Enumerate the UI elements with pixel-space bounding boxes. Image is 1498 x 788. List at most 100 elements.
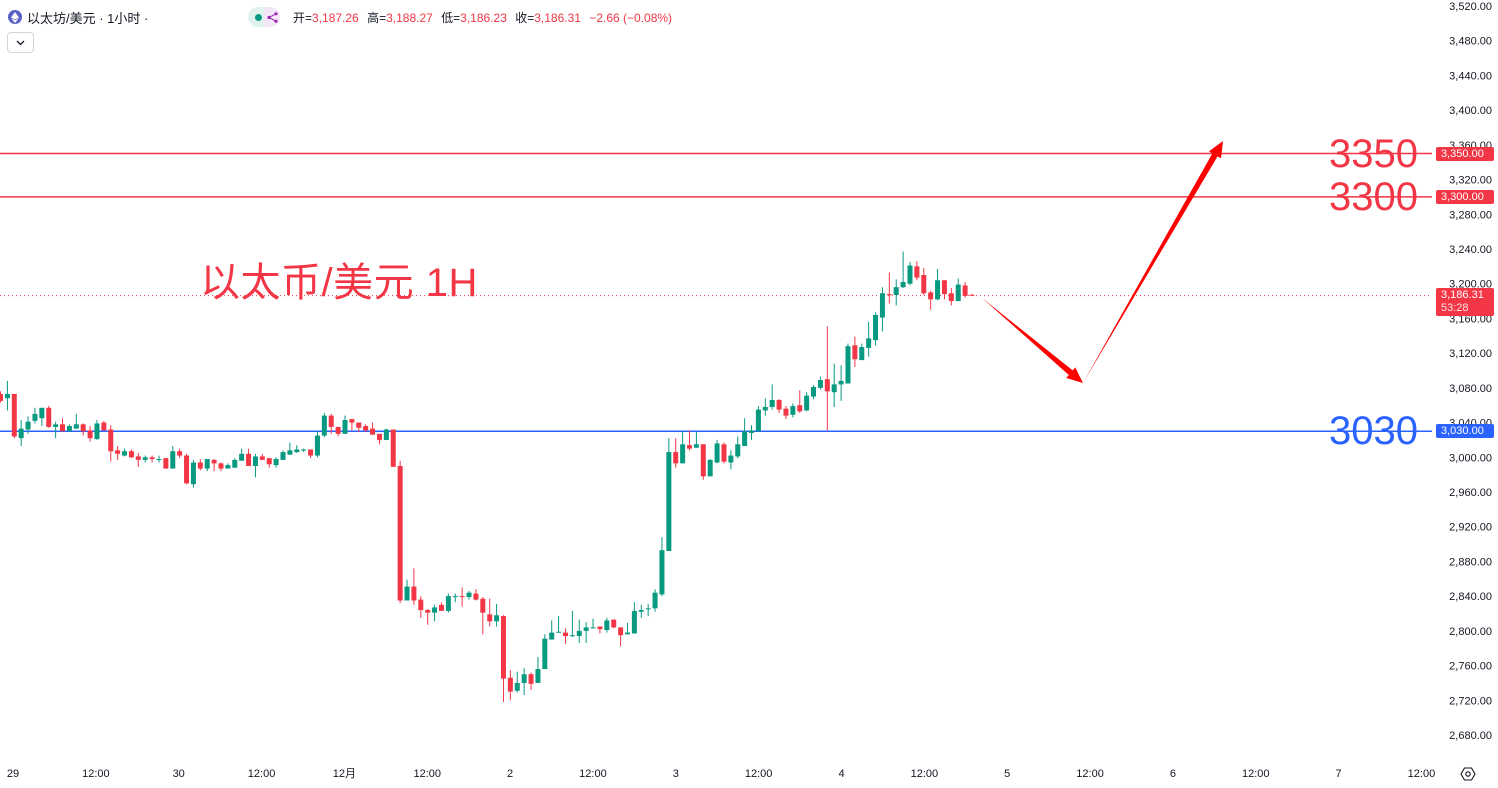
candle bbox=[886, 272, 892, 304]
candle-body bbox=[25, 421, 31, 430]
candle-body bbox=[197, 462, 203, 469]
candle-body bbox=[838, 380, 844, 385]
candle bbox=[535, 656, 541, 683]
candle-body bbox=[500, 616, 506, 679]
price-tick-label: 3,000.00 bbox=[1449, 452, 1492, 464]
open-label: 开= bbox=[293, 11, 313, 25]
candle bbox=[177, 448, 183, 459]
candle-body bbox=[611, 619, 617, 628]
price-tick-label: 3,320.00 bbox=[1449, 175, 1492, 187]
candle-body bbox=[873, 314, 879, 341]
candle-body bbox=[383, 429, 389, 440]
collapse-legend-button[interactable] bbox=[7, 32, 34, 53]
candle bbox=[576, 619, 582, 644]
candle bbox=[473, 589, 479, 601]
candle-body bbox=[521, 674, 527, 683]
candle-body bbox=[749, 430, 755, 433]
candle bbox=[528, 672, 534, 690]
candle bbox=[163, 458, 169, 469]
candle-body bbox=[411, 586, 417, 601]
gear-icon[interactable] bbox=[1460, 766, 1476, 782]
indicator-toggle[interactable] bbox=[248, 7, 280, 27]
candle-body bbox=[645, 608, 651, 610]
candle-body bbox=[597, 626, 603, 630]
time-tick-label: 12:00 bbox=[911, 768, 939, 780]
candle bbox=[363, 424, 369, 433]
candle-body bbox=[356, 422, 362, 428]
candle bbox=[597, 626, 603, 634]
change-value: −2.66 (−0.08%) bbox=[589, 11, 673, 25]
candle bbox=[425, 609, 431, 625]
candle-body bbox=[73, 424, 79, 429]
candle-body bbox=[115, 450, 121, 454]
candle-body bbox=[590, 627, 596, 629]
annotation-title: 以太币/美元 1H bbox=[200, 261, 478, 305]
time-tick-label: 3 bbox=[673, 768, 679, 780]
candle bbox=[25, 416, 31, 434]
candle bbox=[707, 459, 713, 477]
candle bbox=[611, 619, 617, 629]
candle-body bbox=[321, 415, 327, 436]
candles bbox=[0, 251, 975, 703]
candle-body bbox=[4, 393, 10, 399]
candle-body bbox=[693, 444, 699, 448]
candle bbox=[907, 262, 913, 286]
candle bbox=[225, 463, 231, 469]
level-label-3350: 3350 bbox=[1329, 131, 1418, 176]
price-axis[interactable]: 3,520.003,480.003,440.003,400.003,360.00… bbox=[1449, 1, 1492, 742]
candle-body bbox=[39, 407, 45, 419]
candle-body bbox=[349, 419, 355, 423]
candle bbox=[866, 321, 872, 357]
candle bbox=[480, 597, 486, 635]
candle bbox=[142, 455, 148, 463]
candle-body bbox=[673, 452, 679, 464]
candle-body bbox=[728, 455, 734, 463]
candle bbox=[714, 439, 720, 464]
up-arrow bbox=[1083, 141, 1223, 383]
candle-body bbox=[432, 607, 438, 613]
symbol-header[interactable]: 以太坊/美元 · 1小时 · bbox=[8, 7, 148, 27]
candle-body bbox=[714, 443, 720, 463]
candle-body bbox=[576, 630, 582, 637]
time-tick-label: 12:00 bbox=[745, 768, 773, 780]
low-value: 3,186.23 bbox=[460, 11, 507, 25]
candle bbox=[948, 288, 954, 306]
candle-body bbox=[652, 592, 658, 609]
candle-body bbox=[335, 426, 341, 434]
candle bbox=[115, 446, 121, 460]
candle bbox=[666, 438, 672, 552]
candle bbox=[556, 616, 562, 633]
high-value: 3,188.27 bbox=[386, 11, 433, 25]
candle bbox=[955, 278, 961, 302]
candle-body bbox=[177, 451, 183, 456]
candle bbox=[921, 268, 927, 295]
candle bbox=[507, 669, 513, 701]
price-tick-label: 3,160.00 bbox=[1449, 313, 1492, 325]
price-tick-label: 2,960.00 bbox=[1449, 487, 1492, 499]
candle-body bbox=[804, 395, 810, 411]
candle bbox=[335, 426, 341, 437]
candle-body bbox=[900, 281, 906, 288]
candle bbox=[0, 391, 4, 403]
time-tick-label: 4 bbox=[838, 768, 844, 780]
candle-body bbox=[108, 429, 114, 452]
candle bbox=[742, 418, 748, 447]
candle-body bbox=[542, 638, 548, 670]
time-tick-label: 12:00 bbox=[1242, 768, 1270, 780]
candle-body bbox=[94, 423, 100, 440]
candle-body bbox=[928, 292, 934, 300]
level-price-tag: 3,030.00 bbox=[1436, 424, 1494, 439]
price-tick-label: 2,720.00 bbox=[1449, 695, 1492, 707]
time-axis[interactable]: 29 12:00 30 12:00 12月 12:00 2 12:00 3 12:00 4 12:00… bbox=[7, 768, 1435, 780]
candle bbox=[494, 603, 500, 627]
candle bbox=[438, 602, 444, 611]
candle bbox=[728, 450, 734, 470]
candle bbox=[66, 424, 72, 432]
candle bbox=[370, 422, 376, 435]
candle bbox=[852, 336, 858, 368]
candle bbox=[259, 453, 265, 460]
time-tick-label: 7 bbox=[1336, 768, 1342, 780]
candle-body bbox=[824, 379, 830, 392]
candle bbox=[928, 290, 934, 310]
